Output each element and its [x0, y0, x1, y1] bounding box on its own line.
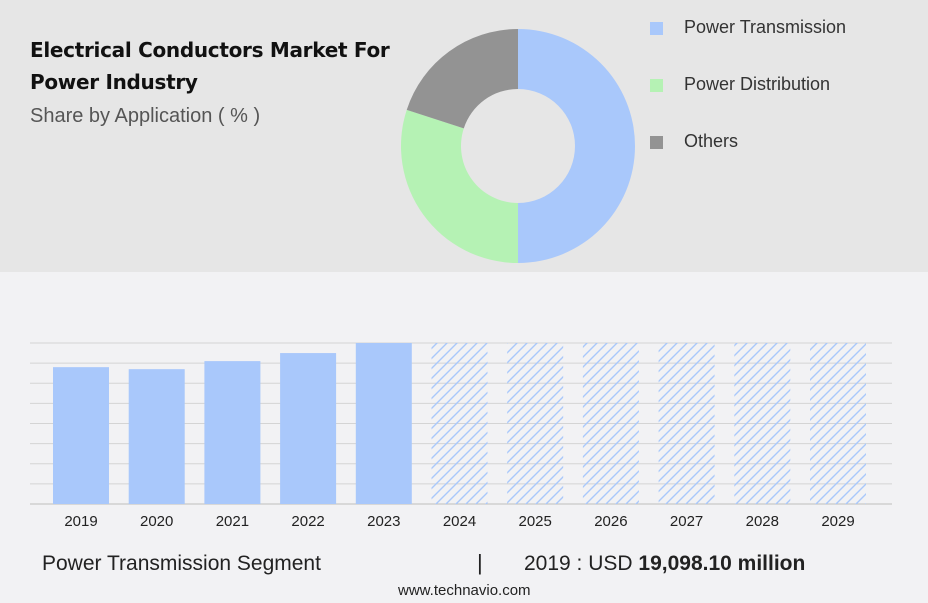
donut-slice-power-transmission [518, 29, 635, 263]
segment-value: 2019 : USD 19,098.10 million [524, 552, 805, 576]
legend-label: Power Distribution [684, 74, 831, 94]
forecast-bar-2027 [658, 343, 715, 504]
forecast-bar-2026 [582, 343, 639, 504]
x-tick-label: 2020 [140, 513, 173, 530]
x-tick-label: 2025 [519, 513, 552, 530]
legend-label: Others [684, 131, 739, 151]
x-tick-label: 2021 [216, 513, 249, 530]
x-tick-label: 2024 [443, 513, 476, 530]
x-tick-label: 2026 [594, 513, 627, 530]
forecast-bar-2028 [734, 343, 791, 504]
forecast-bar-2024 [431, 343, 488, 504]
source-watermark: www.technavio.com [398, 582, 531, 599]
forecast-bar-2025 [507, 343, 564, 504]
x-tick-label: 2019 [64, 513, 97, 530]
donut-chart [401, 29, 635, 264]
x-tick-label: 2023 [367, 513, 400, 530]
bar-2019 [53, 367, 109, 504]
x-tick-label: 2029 [821, 513, 854, 530]
square-swatch-icon [650, 79, 663, 92]
chart-subtitle: Share by Application ( % ) [30, 105, 261, 127]
donut-slice-others [406, 29, 518, 129]
segment-label: Power Transmission Segment [42, 552, 321, 575]
value-prefix: 2019 : USD [524, 552, 633, 575]
square-swatch-icon [650, 136, 663, 149]
forecast-bar-2029 [810, 343, 866, 504]
bar-2020 [128, 369, 185, 504]
x-tick-label: 2022 [291, 513, 324, 530]
square-swatch-icon [650, 22, 663, 35]
footer-divider: | [477, 550, 483, 575]
bar-2023 [355, 343, 412, 504]
donut-slice-power-distribution [401, 109, 518, 264]
x-tick-label: 2027 [670, 513, 703, 530]
x-tick-label: 2028 [746, 513, 779, 530]
legend-label: Power Transmission [684, 17, 847, 37]
bar-2022 [280, 353, 337, 504]
chart-title: Electrical Conductors Market For Power I… [30, 38, 390, 94]
bar-2021 [204, 361, 261, 504]
value-amount: 19,098.10 million [638, 552, 806, 575]
bar-chart: 2019 2020 2021 2022 2023 2024 2025 2026 2027 2028… [30, 342, 892, 530]
